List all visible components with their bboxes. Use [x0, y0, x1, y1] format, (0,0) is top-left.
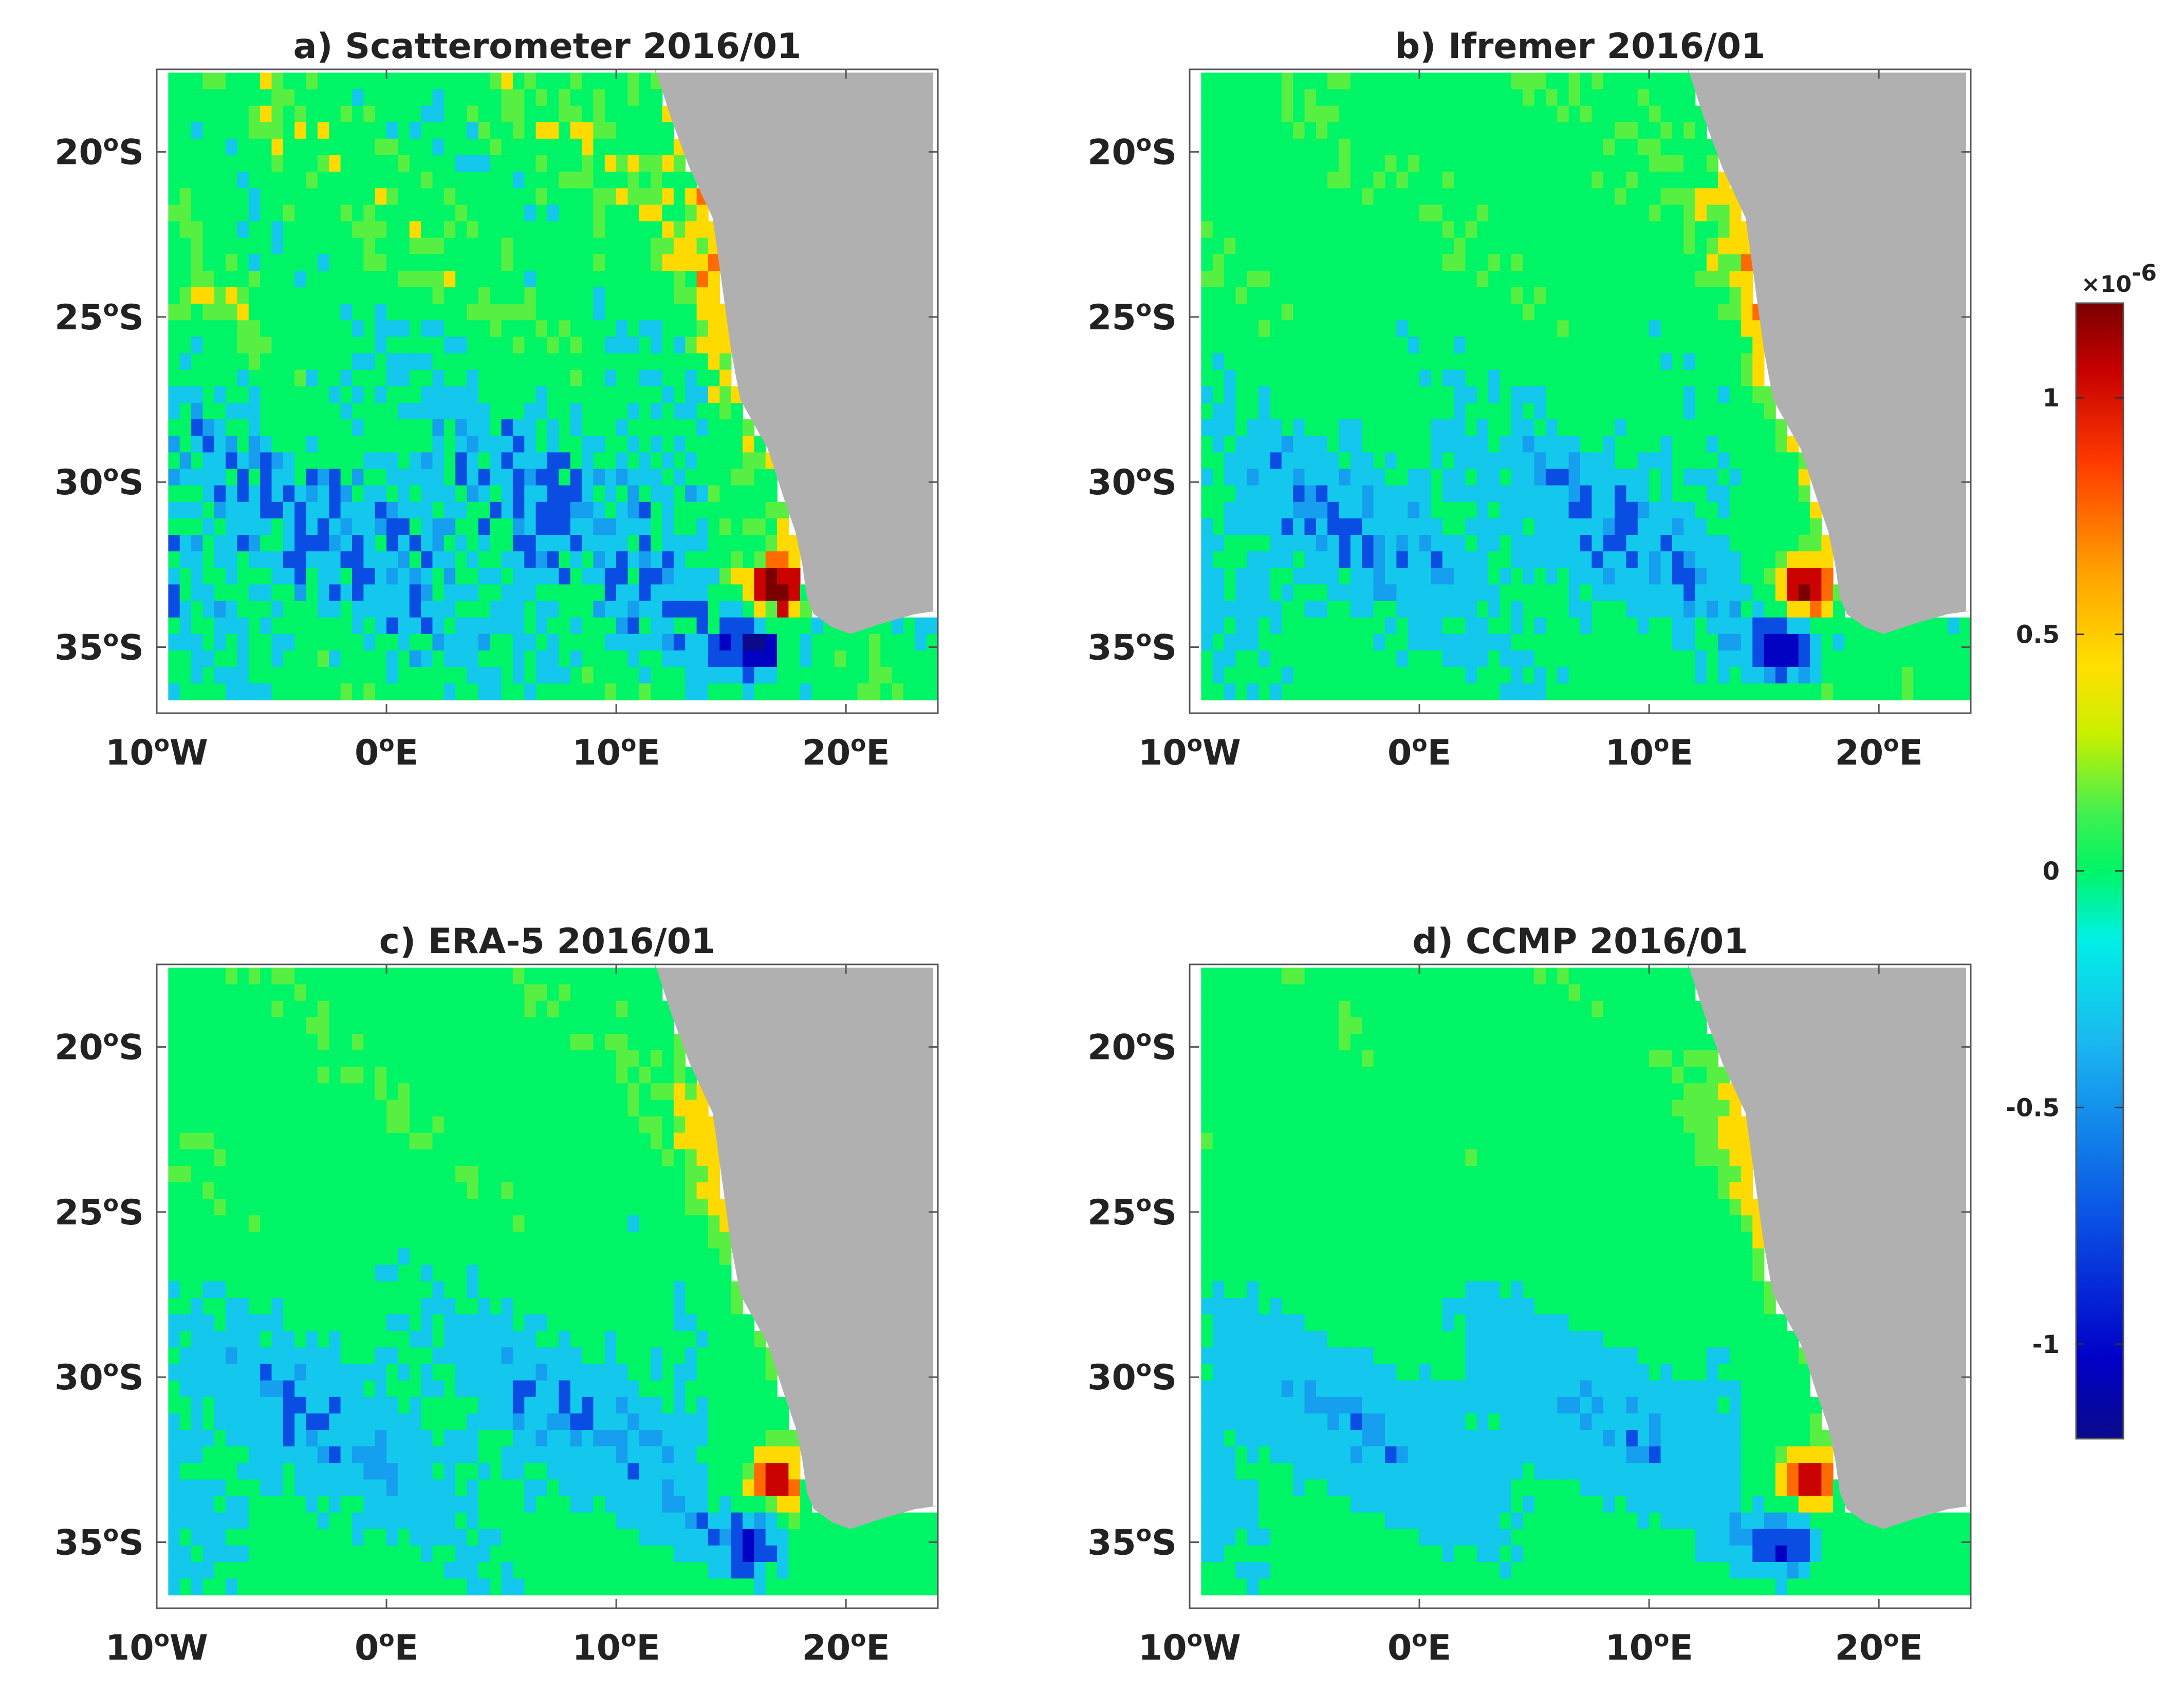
x-tick-label: 10oW: [1138, 1626, 1241, 1668]
y-tick-label: 20oS: [54, 1026, 144, 1068]
colorbar-tick-label: -1: [2032, 1330, 2060, 1359]
y-tick-label: 25oS: [54, 295, 144, 338]
y-tick-label: 30oS: [1087, 460, 1177, 503]
land-mask: [655, 69, 938, 634]
y-tick-label: 30oS: [1087, 1355, 1177, 1398]
colorbar: 1 0.5 0 -0.5 -1 ×10-6: [2006, 260, 2157, 1440]
plot-frame: [1189, 963, 1972, 1609]
map-panel-a: a) Scatterometer 2016/01 10oW 0oE 10oE 20oE 2…: [54, 26, 939, 773]
panel-title: b) Ifremer 2016/01: [1395, 26, 1766, 67]
x-tick-label: 10oW: [1138, 731, 1241, 773]
panel-title: c) ERA-5 2016/01: [379, 921, 715, 962]
panel-title: a) Scatterometer 2016/01: [293, 26, 802, 67]
x-tick-label: 0oE: [355, 731, 418, 773]
x-tick-label: 0oE: [355, 1626, 418, 1668]
x-tick-label: 20oE: [1835, 731, 1923, 773]
x-tick-label: 10oW: [105, 731, 208, 773]
plot-frame: [1189, 68, 1972, 714]
y-tick-label: 35oS: [54, 1520, 144, 1563]
colorbar-tick-label: 1: [2043, 384, 2060, 413]
y-tick-label: 25oS: [1087, 295, 1177, 338]
y-tick-label: 35oS: [1087, 625, 1177, 668]
map-panel-d: d) CCMP 2016/01 10oW 0oE 10oE 20oE 20oS 25oS 30…: [1087, 921, 1972, 1668]
colorbar-tick-label: -0.5: [2006, 1093, 2060, 1122]
contour-field: [168, 968, 938, 1596]
land-mask: [655, 964, 938, 1529]
colorbar-multiplier: ×10-6: [2081, 260, 2157, 297]
y-tick-label: 20oS: [1087, 131, 1177, 173]
map-panel-b: b) Ifremer 2016/01 10oW 0oE 10oE 20oE 20oS 25o…: [1087, 26, 1972, 773]
map-panel-c: c) ERA-5 2016/01 10oW 0oE 10oE 20oE 20oS 25oS 3…: [54, 921, 939, 1668]
y-tick-label: 25oS: [54, 1190, 144, 1233]
y-tick-label: 20oS: [1087, 1026, 1177, 1068]
y-tick-label: 20oS: [54, 131, 144, 173]
panel-title: d) CCMP 2016/01: [1412, 921, 1748, 962]
x-tick-label: 0oE: [1387, 731, 1451, 773]
x-tick-label: 20oE: [1835, 1626, 1923, 1668]
x-tick-label: 10oE: [1605, 731, 1693, 773]
plot-frame: [156, 68, 939, 714]
y-tick-label: 25oS: [1087, 1190, 1177, 1233]
x-tick-label: 10oE: [572, 1626, 660, 1668]
map-panels: a) Scatterometer 2016/01 10oW 0oE 10oE 20oE 2…: [54, 26, 1972, 1668]
colorbar-tick-label: 0.5: [2016, 621, 2060, 649]
colorbar-tick-label: 0: [2043, 857, 2060, 886]
y-tick-label: 30oS: [54, 460, 144, 503]
x-tick-label: 0oE: [1387, 1626, 1451, 1668]
x-tick-label: 20oE: [802, 731, 890, 773]
land-mask: [1688, 964, 1971, 1529]
contour-field: [1201, 72, 1971, 701]
plot-frame: [156, 963, 939, 1609]
y-tick-label: 35oS: [1087, 1520, 1177, 1563]
x-tick-label: 10oW: [105, 1626, 208, 1668]
y-tick-label: 35oS: [54, 625, 144, 668]
x-tick-label: 10oE: [1605, 1626, 1693, 1668]
contour-field: [1201, 968, 1971, 1596]
x-tick-label: 10oE: [572, 731, 660, 773]
y-tick-label: 30oS: [54, 1355, 144, 1398]
x-tick-label: 20oE: [802, 1626, 890, 1668]
contour-field: [168, 72, 938, 701]
land-mask: [1688, 69, 1971, 634]
